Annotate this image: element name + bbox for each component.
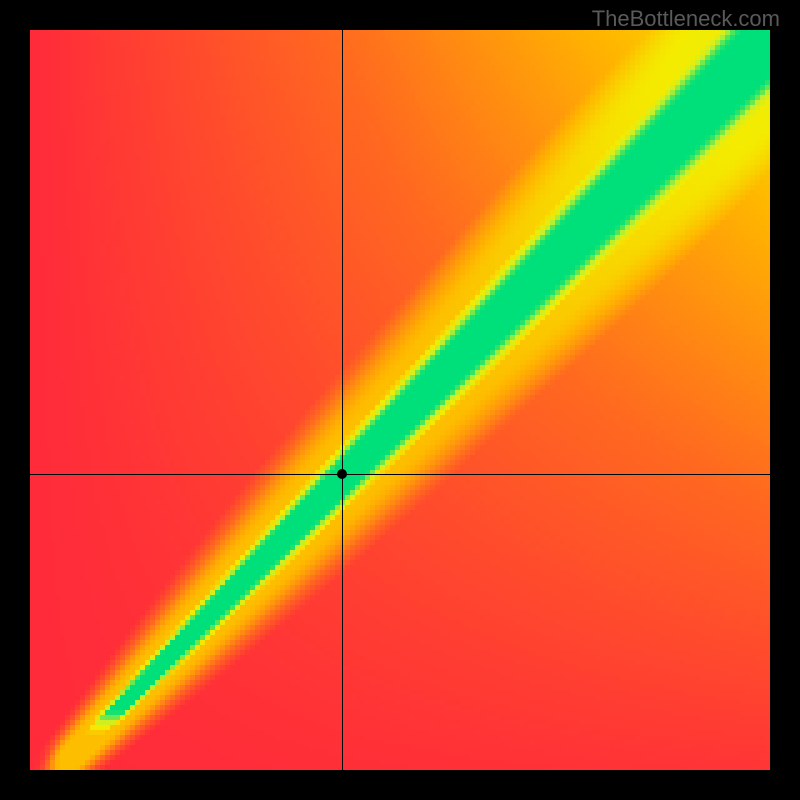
crosshair-horizontal [30,474,770,475]
crosshair-marker [337,469,347,479]
watermark-text: TheBottleneck.com [592,6,780,32]
heatmap-plot [30,30,770,770]
heatmap-canvas [30,30,770,770]
crosshair-vertical [342,30,343,770]
